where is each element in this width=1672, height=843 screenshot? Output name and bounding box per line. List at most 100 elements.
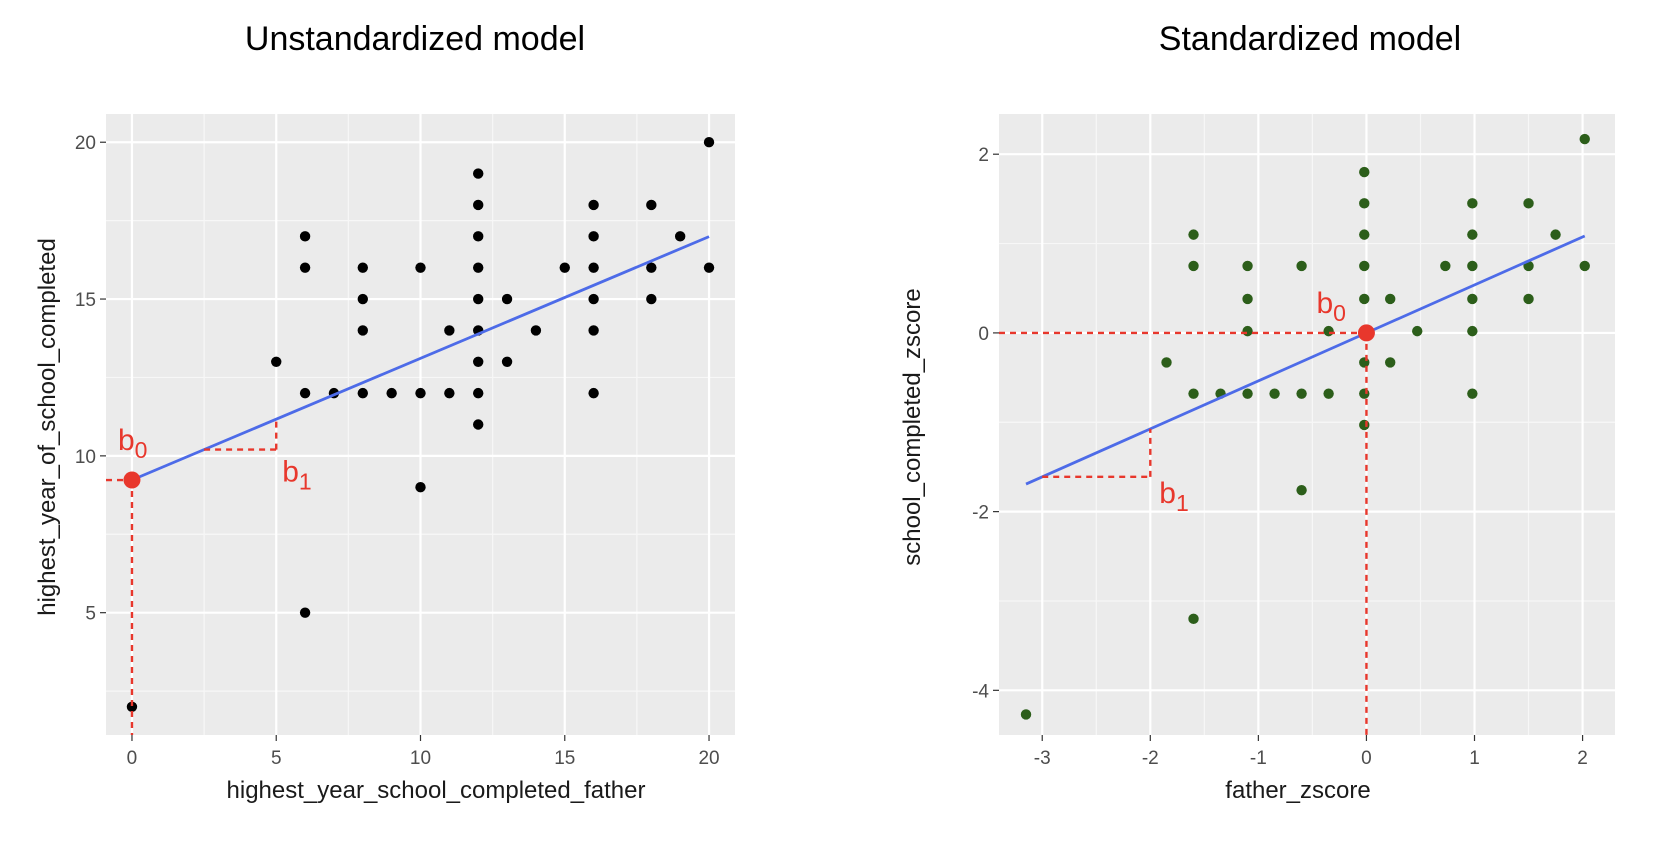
data-point	[1412, 325, 1423, 337]
data-point	[444, 387, 455, 399]
b0-intercept-point	[123, 471, 141, 489]
data-point	[473, 419, 484, 430]
b0-intercept-point	[1357, 324, 1375, 342]
b0-label: b0	[118, 424, 147, 463]
data-point	[473, 168, 484, 179]
data-point	[1467, 229, 1478, 240]
x-tick-label: 0	[1361, 748, 1372, 769]
x-tick-label: -3	[1034, 748, 1051, 769]
data-point	[386, 387, 397, 399]
data-point	[588, 262, 599, 273]
data-point	[1242, 388, 1253, 399]
x-tick-label: -2	[1142, 748, 1159, 769]
data-point	[1467, 198, 1478, 209]
x-tick-label: 10	[410, 748, 431, 769]
data-point	[357, 293, 368, 305]
data-point	[1579, 260, 1590, 272]
x-tick-label: 1	[1469, 748, 1480, 769]
data-point	[415, 262, 426, 273]
y-tick-label: -4	[972, 681, 989, 702]
data-point	[1359, 166, 1370, 178]
x-tick-label: 0	[127, 748, 138, 769]
data-point	[588, 293, 599, 305]
data-point	[559, 262, 570, 273]
data-point	[1242, 260, 1253, 272]
data-point	[1523, 293, 1534, 305]
data-point	[1359, 229, 1370, 240]
data-point	[357, 387, 368, 399]
data-point	[1359, 357, 1370, 368]
data-point	[588, 199, 599, 211]
data-point	[674, 231, 686, 242]
data-point	[1523, 198, 1534, 209]
data-point	[1359, 419, 1370, 431]
data-point	[588, 387, 599, 399]
data-point	[1359, 388, 1370, 399]
x-tick-label: 5	[271, 748, 282, 769]
y-tick-label: 0	[978, 324, 989, 345]
y-tick-label: -2	[972, 503, 989, 524]
data-point	[1242, 293, 1253, 305]
data-point	[530, 325, 542, 336]
data-point	[1385, 293, 1396, 305]
data-point	[1020, 709, 1032, 720]
x-axis-label-unstandardized: highest_year_school_completed_father	[227, 777, 646, 804]
data-point	[1296, 388, 1307, 399]
data-point	[1550, 229, 1561, 240]
data-point	[1296, 484, 1307, 496]
data-point	[1188, 388, 1199, 399]
y-tick-label: 10	[75, 447, 96, 468]
data-point	[473, 199, 484, 211]
x-tick-label: 2	[1577, 748, 1588, 769]
data-point	[1269, 388, 1280, 399]
b0-label: b0	[1316, 287, 1345, 326]
data-point	[415, 482, 426, 493]
data-point	[473, 387, 484, 399]
panel-title-unstandardized: Unstandardized model	[245, 20, 585, 58]
data-point	[299, 387, 311, 399]
data-point	[703, 137, 715, 148]
panel-unstandardized: 0 5 10 15 20 5 10 15 20 b0 b1	[75, 114, 735, 769]
data-point	[1467, 325, 1478, 337]
panel-title-standardized: Standardized model	[1159, 20, 1461, 58]
data-point	[299, 231, 311, 242]
data-point	[1385, 357, 1396, 368]
data-point	[1467, 260, 1478, 272]
data-point	[1161, 357, 1172, 368]
data-point	[1242, 325, 1253, 337]
data-point	[299, 262, 311, 273]
data-point	[1323, 388, 1334, 399]
data-point	[1579, 133, 1590, 145]
data-point	[473, 231, 484, 242]
data-point	[501, 356, 513, 367]
y-tick-label: 5	[85, 604, 96, 625]
data-point	[473, 293, 484, 305]
data-point	[415, 387, 426, 399]
y-axis-label-unstandardized: highest_year_of_school_completed	[34, 238, 61, 616]
x-tick-label: 15	[554, 748, 575, 769]
data-point	[1359, 198, 1370, 209]
x-tick-label: 20	[698, 748, 719, 769]
data-point	[473, 356, 484, 367]
y-tick-label: 20	[75, 133, 96, 154]
regression-line	[1025, 234, 1586, 486]
data-point	[646, 293, 657, 305]
regression-line	[131, 235, 710, 482]
data-point	[588, 231, 599, 242]
y-axis-label-standardized: school_completed_zscore	[899, 288, 926, 566]
data-point	[1323, 325, 1334, 337]
b1-label: b1	[282, 456, 311, 495]
data-point	[1467, 388, 1478, 399]
data-point	[299, 607, 311, 618]
data-point	[1188, 229, 1199, 240]
x-axis-label-standardized: father_zscore	[1225, 777, 1370, 804]
data-point	[646, 199, 657, 211]
data-point	[703, 262, 715, 273]
x-tick-label: -1	[1250, 748, 1267, 769]
data-point	[444, 325, 455, 336]
data-point	[1188, 613, 1199, 625]
data-point	[126, 701, 138, 712]
data-point	[357, 262, 368, 273]
